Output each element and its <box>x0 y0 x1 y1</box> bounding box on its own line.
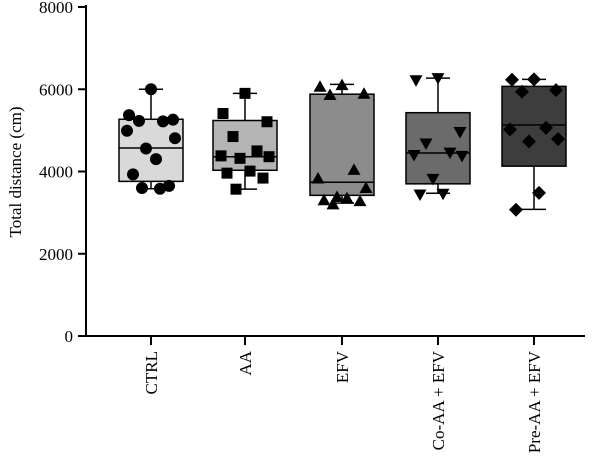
data-point <box>515 84 529 99</box>
data-point <box>455 150 469 163</box>
data-point <box>227 131 239 143</box>
data-point <box>409 75 423 87</box>
data-point <box>239 87 251 99</box>
box-group <box>118 83 184 195</box>
x-category-label: AA <box>236 350 255 375</box>
data-point <box>539 120 553 135</box>
data-point <box>431 73 445 85</box>
plot-area <box>118 72 567 217</box>
box-group <box>405 73 471 202</box>
x-category-label: Co-AA + EFV <box>429 350 448 450</box>
data-point <box>359 181 373 193</box>
data-point <box>311 171 325 184</box>
data-point <box>257 172 269 184</box>
y-axis: 0 2000 4000 6000 8000 <box>39 0 87 346</box>
data-point <box>150 153 162 166</box>
data-point <box>136 181 148 194</box>
data-point <box>123 109 135 122</box>
data-point <box>347 163 361 175</box>
data-point <box>436 188 450 201</box>
y-tick-label: 4000 <box>39 163 73 182</box>
data-point <box>549 83 563 98</box>
data-point <box>353 194 367 207</box>
y-axis-title: Total distance (cm) <box>6 107 25 238</box>
data-point <box>157 115 169 128</box>
x-category-label: CTRL <box>142 351 161 394</box>
data-point <box>133 114 145 127</box>
y-tick-label: 2000 <box>39 245 73 264</box>
y-tick-label: 6000 <box>39 80 73 99</box>
data-point <box>443 147 457 160</box>
data-point <box>413 189 427 202</box>
data-point <box>509 202 523 217</box>
y-tick-label: 8000 <box>39 0 73 17</box>
data-point <box>407 150 421 162</box>
data-point <box>313 80 327 92</box>
data-point <box>230 183 242 195</box>
data-point <box>154 182 166 195</box>
data-point <box>522 134 536 149</box>
data-point <box>527 72 541 87</box>
data-point <box>317 193 331 206</box>
data-point <box>426 173 440 186</box>
data-point <box>217 108 229 120</box>
data-point <box>419 138 433 151</box>
data-point <box>127 168 139 181</box>
x-category-label: EFV <box>333 350 352 383</box>
box-group <box>212 87 278 195</box>
data-point <box>357 87 371 99</box>
data-point <box>261 116 273 128</box>
data-point <box>234 152 246 164</box>
x-category-label: Pre-AA + EFV <box>525 350 544 453</box>
data-point <box>221 167 233 179</box>
data-point <box>163 179 175 192</box>
data-point <box>340 191 354 204</box>
data-point <box>532 185 546 200</box>
data-point <box>140 142 152 155</box>
data-point <box>335 78 349 91</box>
data-point <box>326 197 340 210</box>
data-point <box>453 127 467 139</box>
box-group <box>309 78 375 210</box>
data-point <box>169 132 181 145</box>
data-point <box>167 113 179 126</box>
data-point <box>215 150 227 162</box>
data-point <box>145 83 157 96</box>
data-point <box>505 72 519 87</box>
box-group <box>501 72 567 217</box>
data-point <box>551 132 565 147</box>
box-iqr <box>405 111 471 185</box>
data-point <box>323 88 337 101</box>
data-point <box>263 151 275 163</box>
data-point <box>121 124 133 137</box>
data-point <box>251 145 263 157</box>
data-point <box>330 190 344 202</box>
y-tick-label: 0 <box>65 327 74 346</box>
x-axis: CTRL AA EFV Co-AA + EFV Pre-AA + EFV <box>85 335 585 453</box>
data-point <box>244 165 256 177</box>
data-point <box>503 122 517 137</box>
